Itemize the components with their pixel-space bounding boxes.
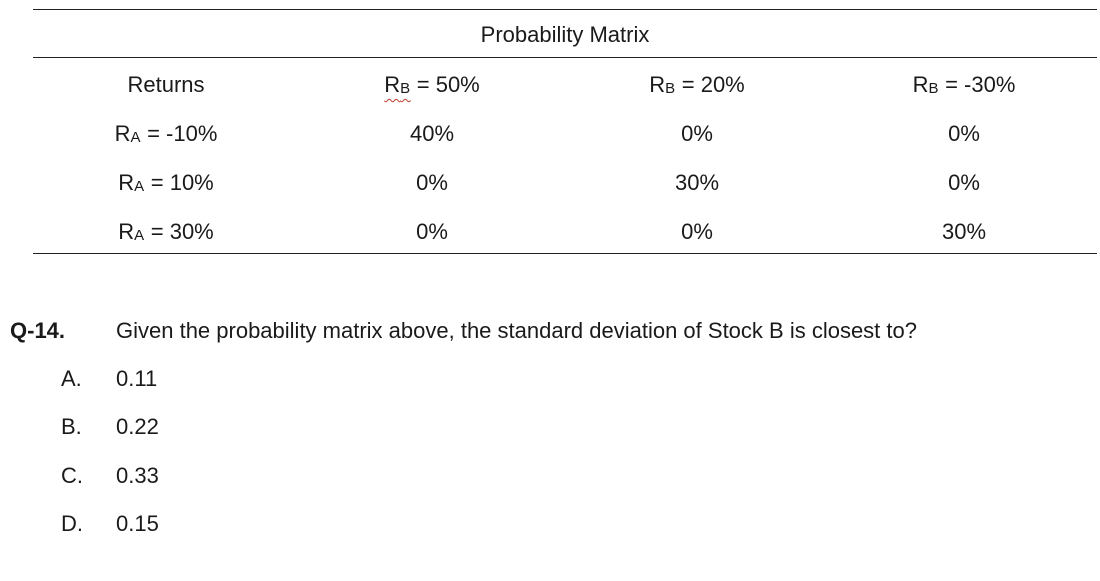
table-cell: 0% (948, 121, 980, 146)
question-text: Given the probability matrix above, the … (116, 318, 917, 343)
table-bottom-rule (33, 253, 1097, 254)
header-returns: Returns (127, 72, 205, 97)
option-value: 0.33 (116, 463, 159, 488)
table-cell: 0% (948, 170, 980, 195)
header-rb-50: RB = 50% (384, 72, 480, 97)
table-header-rule (33, 57, 1097, 58)
table-cell: 0% (416, 170, 448, 195)
option-value: 0.11 (116, 366, 158, 391)
question-number: Q-14. (10, 318, 66, 343)
row-label: RA = -10% (114, 121, 218, 146)
option-letter: D. (61, 511, 83, 536)
table-cell: 30% (941, 219, 987, 244)
header-rb-20: RB = 20% (649, 72, 745, 97)
row-label: RA = 10% (118, 170, 214, 195)
row-label: RA = 30% (118, 219, 214, 244)
table-header-row: Returns RB = 50% RB = 20% RB = -30% (0, 67, 1100, 103)
table-row: RA = 30% 0% 0% 30% (0, 214, 1100, 250)
option-value: 0.15 (116, 511, 159, 536)
option-letter: B. (61, 414, 82, 439)
option-letter: A. (61, 366, 82, 391)
table-row: RA = 10% 0% 30% 0% (0, 165, 1100, 201)
table-cell: 40% (409, 121, 455, 146)
table-row: RA = -10% 40% 0% 0% (0, 116, 1100, 152)
table-cell: 0% (681, 121, 713, 146)
answer-option-c[interactable]: C. 0.33 (0, 461, 400, 491)
answer-option-a[interactable]: A. 0.11 (0, 364, 400, 394)
answer-option-b[interactable]: B. 0.22 (0, 412, 400, 442)
table-cell: 0% (416, 219, 448, 244)
answer-option-d[interactable]: D. 0.15 (0, 509, 400, 539)
option-value: 0.22 (116, 414, 159, 439)
table-cell: 0% (681, 219, 713, 244)
table-cell: 30% (674, 170, 720, 195)
table-top-rule (33, 9, 1097, 10)
header-rb-minus-30: RB = -30% (912, 72, 1016, 97)
option-letter: C. (61, 463, 83, 488)
table-title: Probability Matrix (480, 22, 650, 47)
